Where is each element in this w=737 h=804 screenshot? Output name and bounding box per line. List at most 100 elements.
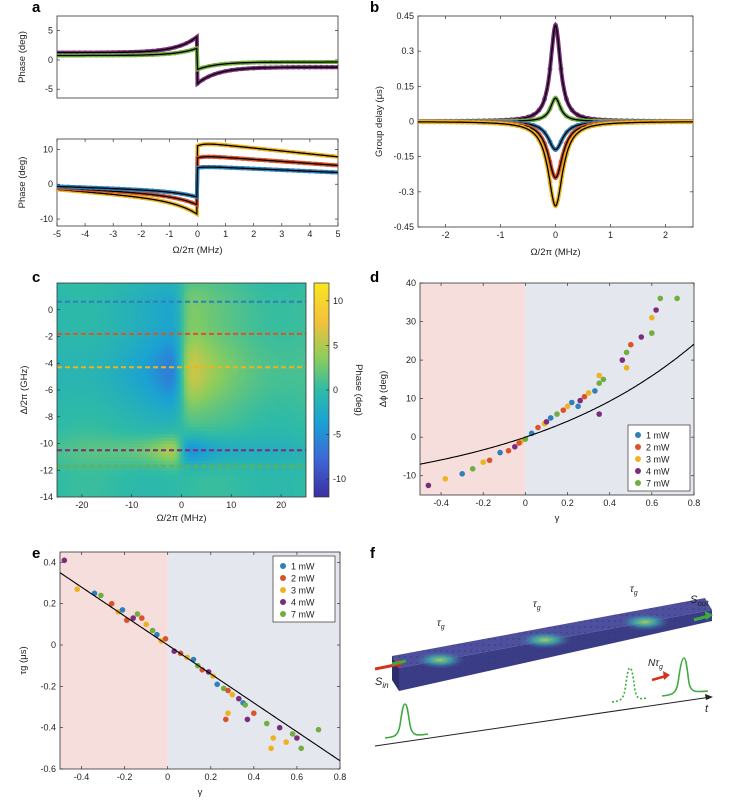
heatmap-cell [194,426,198,431]
heatmap-cell [184,420,188,425]
heatmap-cell [69,416,73,421]
heatmap-cell [141,420,145,425]
x-tick-label: 1 [608,230,613,240]
heatmap-cell [198,366,202,371]
heatmap-cell [223,359,227,364]
heatmap-cell [62,416,66,421]
heatmap-cell [99,473,103,478]
heatmap-cell [104,356,108,361]
heatmap-cell [184,466,188,471]
heatmap-cell [216,433,220,438]
heatmap-cell [208,487,212,491]
heatmap-cell [144,396,148,401]
heatmap-cell [57,343,61,348]
heatmap-cell [208,303,212,308]
heatmap-cell [74,450,78,455]
heatmap-cell [109,413,113,418]
heatmap-cell [86,400,90,404]
heatmap-cell [64,306,68,311]
heatmap-cell [79,476,83,481]
heatmap-cell [211,343,215,348]
heatmap-cell [106,293,110,297]
heatmap-cell [146,296,150,301]
heatmap-cell [76,423,80,428]
heatmap-cell [211,440,215,445]
heatmap-cell [96,373,100,378]
heatmap-cell [89,423,93,428]
heatmap-cell [211,490,215,495]
heatmap-cell [213,436,217,441]
heatmap-cell [86,473,90,478]
heatmap-cell [79,410,83,415]
heatmap-cell [62,383,66,388]
heatmap-cell [74,420,78,425]
heatmap-cell [76,473,80,478]
heatmap-cell [104,416,108,421]
heatmap-cell [86,403,90,408]
heatmap-cell [149,383,153,388]
heatmap-cell [57,443,61,448]
heatmap-cell [59,406,63,411]
heatmap-cell [74,333,78,338]
heatmap-cell [154,363,158,368]
heatmap-cell [101,483,105,488]
heatmap-cell [211,406,215,411]
heatmap-cell [196,456,200,461]
heatmap-cell [186,487,190,491]
heatmap-cell [116,299,120,304]
heatmap-cell [176,366,180,371]
heatmap-cell [126,319,130,324]
heatmap-cell [119,396,123,401]
heatmap-cell [174,463,178,468]
heatmap-cell [186,289,190,294]
heatmap-cell [124,296,128,301]
heatmap-cell [203,333,207,338]
heatmap-cell [139,376,143,381]
heatmap-cell [191,293,195,297]
heatmap-cell [221,490,225,495]
heatmap-cell [96,393,100,398]
heatmap-cell [156,303,160,308]
heatmap-cell [156,366,160,371]
heatmap-cell [149,286,153,291]
heatmap-cell [96,309,100,314]
heatmap-cell [94,383,98,388]
heatmap-cell [216,306,220,311]
heatmap-cell [179,353,183,358]
heatmap-cell [186,383,190,388]
heatmap-cell [164,403,168,408]
heatmap-cell [161,390,165,394]
heatmap-cell [169,393,173,398]
heatmap-cell [161,430,165,435]
heatmap-cell [171,363,175,368]
heatmap-cell [166,359,170,364]
heatmap-cell [81,383,85,388]
heatmap-cell [106,319,110,324]
heatmap-cell [101,436,105,441]
heatmap-cell [76,296,80,301]
heatmap-cell [184,386,188,391]
heatmap-cell [89,436,93,441]
heatmap-cell [161,466,165,471]
heatmap-cell [184,376,188,381]
heatmap-cell [124,400,128,404]
heatmap-cell [221,483,225,488]
heatmap-cell [206,319,210,324]
series-group [418,21,693,209]
heatmap-cell [111,473,115,478]
heatmap-cell [71,413,75,418]
heatmap-cell [176,313,180,318]
heatmap-cell [79,296,83,301]
heatmap-cell [101,356,105,361]
heatmap-cell [84,319,88,324]
heatmap-cell [154,339,158,344]
heatmap-cell [124,473,128,478]
heatmap-cell [84,493,88,497]
heatmap-cell [81,359,85,364]
heatmap-cell [116,349,120,354]
heatmap-cell [99,329,103,334]
heatmap-cell [161,286,165,291]
heatmap-cell [84,359,88,364]
heatmap-cell [221,289,225,294]
heatmap-cell [106,420,110,425]
